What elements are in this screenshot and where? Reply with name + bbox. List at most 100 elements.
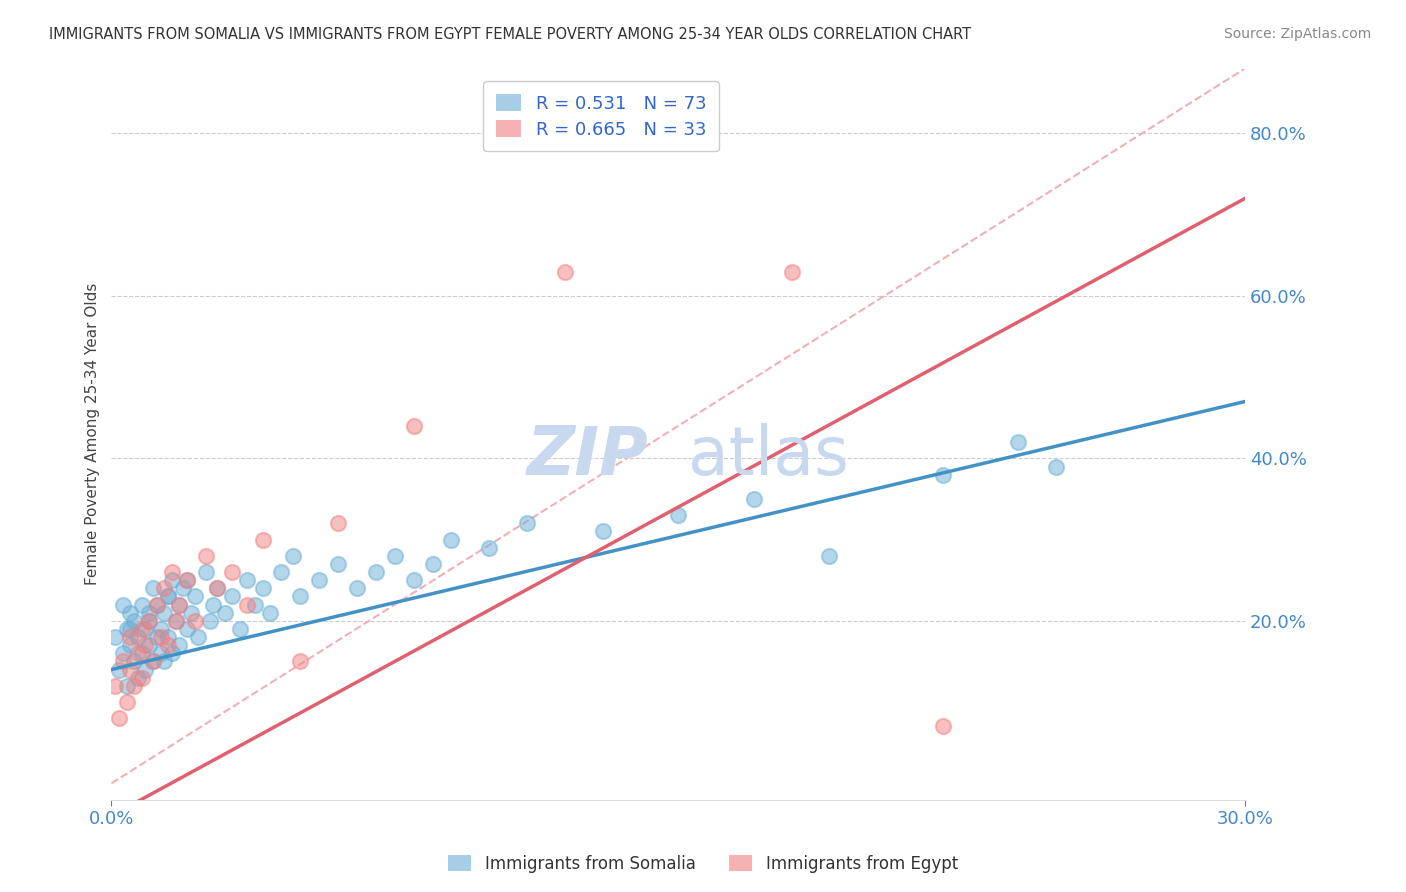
Point (259, 606, 281, 620)
Point (153, 606, 176, 620)
Point (198, 614, 221, 628)
Point (111, 655, 134, 669)
Point (666, 508, 689, 523)
Point (160, 565, 183, 579)
Point (221, 565, 243, 579)
Point (290, 655, 312, 669)
Point (592, 524, 614, 539)
Legend: Immigrants from Somalia, Immigrants from Egypt: Immigrants from Somalia, Immigrants from… (441, 848, 965, 880)
Point (134, 663, 156, 677)
Point (440, 533, 463, 547)
Point (165, 614, 187, 628)
Point (138, 614, 160, 628)
Point (1045, 459, 1067, 474)
Point (127, 646, 149, 660)
Point (145, 630, 167, 644)
Point (742, 491, 765, 506)
Point (422, 557, 444, 571)
Point (183, 614, 205, 628)
Point (236, 573, 259, 587)
Point (780, 264, 803, 278)
Point (145, 598, 167, 612)
Point (931, 467, 953, 482)
Point (172, 582, 194, 596)
Point (165, 614, 187, 628)
Point (243, 598, 266, 612)
Point (131, 671, 153, 685)
Point (115, 695, 138, 709)
Text: ZIP: ZIP (526, 423, 648, 489)
Point (108, 711, 131, 725)
Point (149, 622, 172, 636)
Point (176, 573, 198, 587)
Point (157, 590, 180, 604)
Point (138, 606, 160, 620)
Point (142, 582, 165, 596)
Point (478, 541, 501, 555)
Point (202, 598, 225, 612)
Point (221, 590, 243, 604)
Point (326, 557, 349, 571)
Point (157, 630, 180, 644)
Point (169, 598, 191, 612)
Point (281, 549, 304, 563)
Point (122, 614, 145, 628)
Point (194, 565, 217, 579)
Text: atlas: atlas (689, 423, 849, 489)
Point (138, 614, 160, 628)
Point (142, 655, 165, 669)
Point (364, 565, 387, 579)
Point (138, 638, 160, 652)
Point (120, 663, 142, 677)
Point (290, 590, 312, 604)
Point (252, 582, 274, 596)
Text: Source: ZipAtlas.com: Source: ZipAtlas.com (1223, 27, 1371, 41)
Point (236, 598, 259, 612)
Point (149, 646, 172, 660)
Point (169, 638, 191, 652)
Point (270, 565, 292, 579)
Point (554, 264, 576, 278)
Point (153, 655, 176, 669)
Point (120, 638, 142, 652)
Point (326, 516, 349, 531)
Point (1007, 435, 1029, 450)
Point (127, 630, 149, 644)
Point (931, 719, 953, 733)
Point (104, 679, 127, 693)
Point (229, 622, 252, 636)
Point (818, 549, 841, 563)
Point (115, 679, 138, 693)
Y-axis label: Female Poverty Among 25-34 Year Olds: Female Poverty Among 25-34 Year Olds (86, 283, 100, 585)
Point (205, 582, 228, 596)
Point (153, 582, 176, 596)
Point (516, 516, 538, 531)
Point (169, 598, 191, 612)
Point (131, 622, 153, 636)
Point (205, 582, 228, 596)
Point (183, 590, 205, 604)
Point (127, 671, 149, 685)
Point (111, 646, 134, 660)
Point (160, 573, 183, 587)
Point (111, 598, 134, 612)
Point (104, 630, 127, 644)
Legend: R = 0.531   N = 73, R = 0.665   N = 33: R = 0.531 N = 73, R = 0.665 N = 33 (484, 81, 718, 152)
Point (120, 630, 142, 644)
Point (134, 622, 156, 636)
Point (157, 638, 180, 652)
Point (176, 573, 198, 587)
Point (122, 679, 145, 693)
Point (157, 590, 180, 604)
Point (122, 655, 145, 669)
Point (134, 638, 156, 652)
Point (214, 606, 236, 620)
Point (131, 598, 153, 612)
Point (131, 646, 153, 660)
Point (194, 549, 217, 563)
Point (160, 646, 183, 660)
Point (149, 630, 172, 644)
Point (115, 622, 138, 636)
Point (308, 573, 330, 587)
Point (142, 655, 165, 669)
